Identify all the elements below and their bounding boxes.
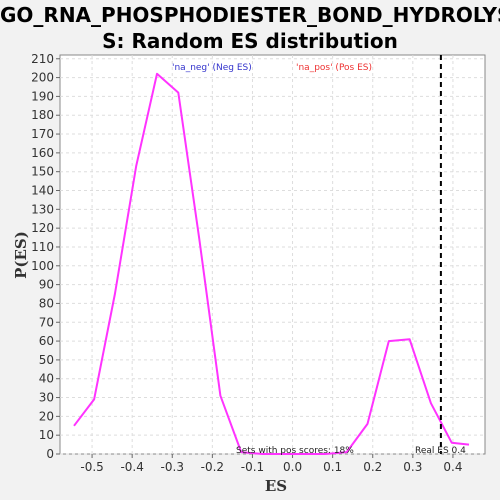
chart-title-line-2: S: Random ES distribution xyxy=(102,29,398,53)
y-tick-label: 190 xyxy=(31,89,54,103)
y-tick-label: 10 xyxy=(39,428,54,442)
y-tick-label: 0 xyxy=(46,447,54,461)
real-es-label: Real ES 0.4 xyxy=(415,446,466,456)
x-tick-label: -0.4 xyxy=(120,460,143,474)
y-tick-label: 40 xyxy=(39,372,54,386)
y-tick-label: 160 xyxy=(31,146,54,160)
plot-area xyxy=(59,54,486,455)
pos-scores-annotation: Sets with pos scores: 18% xyxy=(236,446,354,456)
y-tick-label: 140 xyxy=(31,184,54,198)
es-distribution-line xyxy=(73,72,470,455)
legend-pos-es: 'na_pos' (Pos ES) xyxy=(296,63,372,73)
chart-title: GO_RNA_PHOSPHODIESTER_BOND_HYDROLYSI S: … xyxy=(0,2,500,54)
y-tick-label: 20 xyxy=(39,409,54,423)
x-tick-label: -0.3 xyxy=(161,460,184,474)
y-tick-label: 180 xyxy=(31,108,54,122)
grid-lines xyxy=(60,55,485,455)
x-tick-label: 0.3 xyxy=(403,460,422,474)
y-tick-label: 200 xyxy=(31,71,54,85)
y-tick-label: 30 xyxy=(39,391,54,405)
y-tick-label: 80 xyxy=(39,296,54,310)
chart-title-line-1: GO_RNA_PHOSPHODIESTER_BOND_HYDROLYSI xyxy=(0,3,500,27)
axis-ticks: 0 10 20 30 40 50 60 70 80 90 100 110 120 130 140 150 160… xyxy=(31,52,462,474)
y-tick-label: 170 xyxy=(31,127,54,141)
x-axis-title: ES xyxy=(265,477,287,495)
y-tick-label: 100 xyxy=(31,259,54,273)
y-tick-label: 60 xyxy=(39,334,54,348)
x-tick-label: 0.1 xyxy=(323,460,342,474)
x-tick-label: 0.2 xyxy=(363,460,382,474)
y-axis-title: P(ES) xyxy=(12,231,30,279)
y-tick-label: 90 xyxy=(39,278,54,292)
y-tick-label: 110 xyxy=(31,240,54,254)
x-tick-label: -0.1 xyxy=(241,460,264,474)
series-layer xyxy=(73,72,470,455)
y-tick-label: 210 xyxy=(31,52,54,66)
y-tick-label: 120 xyxy=(31,221,54,235)
legend-neg-es: 'na_neg' (Neg ES) xyxy=(172,63,252,73)
x-tick-label: -0.2 xyxy=(201,460,224,474)
x-tick-label: 0.0 xyxy=(283,460,302,474)
y-tick-label: 130 xyxy=(31,202,54,216)
x-tick-label: 0.4 xyxy=(443,460,462,474)
y-tick-label: 70 xyxy=(39,315,54,329)
x-tick-label: -0.5 xyxy=(80,460,103,474)
y-tick-label: 50 xyxy=(39,353,54,367)
y-tick-label: 150 xyxy=(31,165,54,179)
